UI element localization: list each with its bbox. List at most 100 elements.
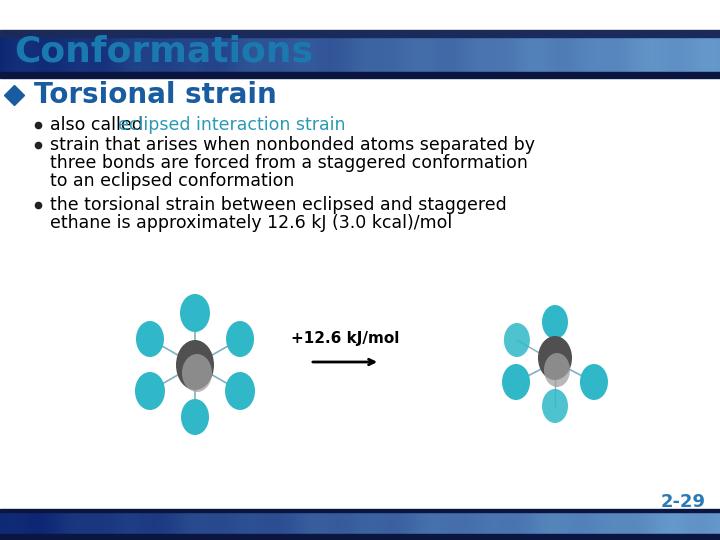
Bar [31,37,32,72]
Bar [0,509,720,512]
Bar [455,512,456,534]
Bar [527,37,528,72]
Bar [431,37,432,72]
Bar [482,512,483,534]
Bar [521,37,522,72]
Bar [419,37,420,72]
Bar [454,512,455,534]
Bar [120,512,121,534]
Bar [405,37,406,72]
Bar [345,37,346,72]
Bar [67,512,68,534]
Bar [710,512,711,534]
Bar [673,37,674,72]
Bar [471,512,472,534]
Bar [604,512,605,534]
Bar [421,37,422,72]
Bar [160,512,161,534]
Bar [143,37,144,72]
Bar [680,37,681,72]
Bar [442,512,443,534]
Bar [85,512,86,534]
Bar [612,512,613,534]
Bar [217,37,218,72]
Bar [658,512,659,534]
Bar [570,37,571,72]
Bar [367,512,368,534]
Bar [613,37,614,72]
Bar [168,37,169,72]
Bar [303,37,304,72]
Bar [61,512,62,534]
Bar [401,512,402,534]
Bar [15,37,16,72]
Bar [557,37,558,72]
Bar [234,512,235,534]
Bar [87,512,88,534]
Bar [57,512,58,534]
Bar [465,37,466,72]
Bar [719,512,720,534]
Bar [567,512,568,534]
Bar [235,512,236,534]
Text: three bonds are forced from a staggered conformation: three bonds are forced from a staggered … [50,154,528,172]
Bar [395,37,396,72]
Bar [542,512,543,534]
Bar [332,512,333,534]
Bar [400,37,401,72]
Bar [165,37,166,72]
Bar [683,37,684,72]
Bar [694,37,695,72]
Bar [655,512,656,534]
Bar [635,37,636,72]
Bar [265,37,266,72]
Bar [538,37,539,72]
Bar [233,37,234,72]
Bar [26,37,27,72]
Bar [260,512,261,534]
Bar [607,512,608,534]
Bar [220,512,221,534]
Bar [365,37,366,72]
Ellipse shape [225,372,255,410]
Bar [198,512,199,534]
Bar [624,37,625,72]
Bar [672,512,673,534]
Bar [176,37,177,72]
Bar [716,512,717,534]
Bar [53,512,54,534]
Bar [707,37,708,72]
Bar [683,512,684,534]
Bar [301,37,302,72]
Bar [32,37,33,72]
Bar [463,512,464,534]
Bar [517,37,518,72]
Bar [500,512,501,534]
Bar [635,512,636,534]
Bar [382,512,383,534]
Bar [317,37,318,72]
Bar [194,512,195,534]
Bar [263,37,264,72]
Bar [376,512,377,534]
Bar [7,37,8,72]
Bar [224,512,225,534]
Bar [361,37,362,72]
Bar [105,512,106,534]
Bar [538,512,539,534]
Bar [664,37,665,72]
Bar [719,37,720,72]
Bar [536,512,537,534]
Bar [182,37,183,72]
Bar [678,37,679,72]
Bar [479,37,480,72]
Bar [623,512,624,534]
Bar [397,512,398,534]
Bar [89,512,90,534]
Bar [634,512,635,534]
Bar [247,37,248,72]
Bar [646,512,647,534]
Bar [261,37,262,72]
Bar [144,37,145,72]
Bar [47,512,48,534]
